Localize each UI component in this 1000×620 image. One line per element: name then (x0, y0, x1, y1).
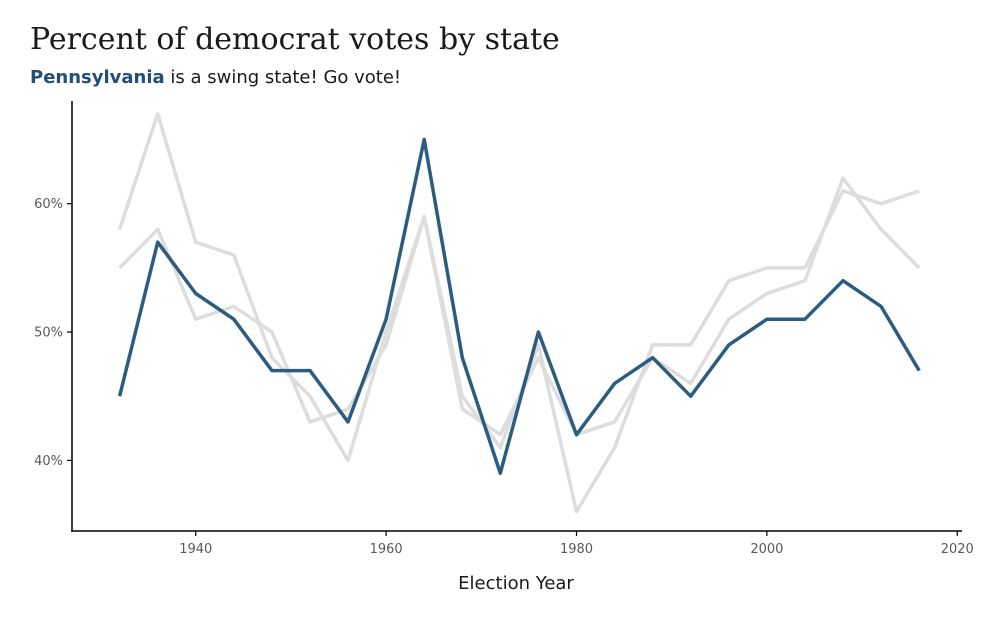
x-tick-label: 2000 (750, 542, 783, 557)
x-tick-label: 1940 (179, 542, 212, 557)
x-axis-ticks: 1940 1960 1980 2000 2020 (179, 531, 974, 557)
subtitle-text: is a swing state! Go vote! (164, 67, 402, 88)
series-layer (117, 112, 921, 514)
y-tick-label: 60% (34, 197, 63, 212)
y-axis-ticks: 40% 50% 60% (34, 197, 72, 469)
y-tick-label: 40% (34, 454, 63, 469)
x-tick-label: 1980 (560, 542, 593, 557)
chart-title: Percent of democrat votes by state (30, 22, 560, 57)
series-line-grey-1 (117, 112, 920, 514)
series-line-pennsylvania (117, 137, 921, 475)
chart-subtitle: Pennsylvania is a swing state! Go vote! (30, 67, 401, 88)
x-axis-title: Election Year (458, 573, 574, 594)
x-tick-label: 1960 (370, 542, 403, 557)
x-tick-label: 2020 (941, 542, 974, 557)
y-tick-label: 50% (34, 326, 63, 341)
subtitle-highlight-state: Pennsylvania (30, 67, 165, 88)
